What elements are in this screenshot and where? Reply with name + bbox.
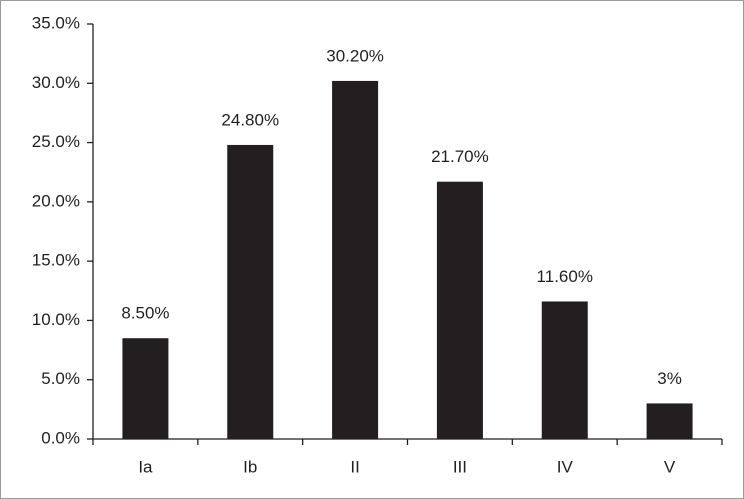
y-tick-label: 20.0% [32, 191, 80, 210]
value-label: 8.50% [121, 304, 169, 323]
bar [646, 403, 693, 439]
value-label: 21.70% [431, 147, 489, 166]
x-tick-label: Ia [138, 457, 153, 476]
value-label: 30.20% [326, 46, 384, 65]
bar [541, 301, 588, 439]
x-tick-label: III [453, 457, 467, 476]
y-tick-label: 30.0% [32, 73, 80, 92]
y-tick-label: 35.0% [32, 13, 80, 32]
y-tick-label: 10.0% [32, 310, 80, 329]
y-tick-label: 5.0% [41, 369, 80, 388]
bar [227, 144, 274, 439]
x-tick-label: IV [557, 457, 574, 476]
x-tick-label: Ib [243, 457, 257, 476]
bar [436, 181, 483, 439]
y-tick-label: 25.0% [32, 132, 80, 151]
x-tick-label: II [350, 457, 359, 476]
x-tick-label: V [664, 457, 676, 476]
bar [332, 80, 379, 440]
y-tick-label: 15.0% [32, 251, 80, 270]
value-label: 24.80% [221, 110, 279, 129]
value-label: 11.60% [537, 267, 593, 286]
y-tick-label: 0.0% [41, 428, 80, 447]
bar [122, 338, 169, 439]
value-label: 3% [657, 369, 682, 388]
